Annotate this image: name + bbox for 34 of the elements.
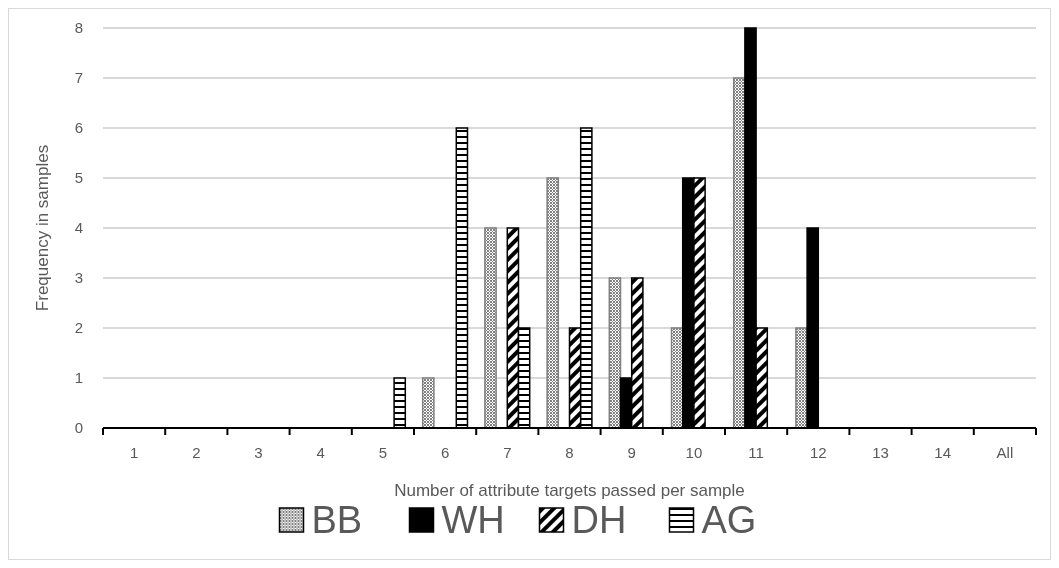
x-tick-label: 3 [254, 444, 263, 461]
legend-label: AG [701, 499, 757, 542]
x-tick-label: 1 [129, 444, 139, 461]
y-axis-title: Frequency in samples [33, 144, 52, 312]
x-tick-label: 12 [809, 444, 827, 461]
bar [546, 177, 560, 429]
x-tick-label: 6 [440, 444, 450, 461]
y-tick-label: 0 [74, 419, 83, 437]
x-tick-label: 9 [627, 444, 636, 461]
x-tick-label: 7 [503, 444, 512, 461]
x-tick-label: 13 [872, 444, 889, 461]
y-tick-label: 1 [74, 369, 83, 387]
y-tick-label: 8 [74, 19, 83, 37]
bar [608, 277, 622, 429]
y-tick-label: 4 [74, 219, 83, 237]
y-tick-label: 6 [74, 119, 83, 137]
x-tick-label: 11 [748, 444, 764, 461]
y-tick-label: 3 [74, 269, 83, 287]
y-tick-label: 5 [74, 169, 83, 187]
x-tick-label: 5 [378, 444, 388, 461]
x-axis-title: Number of attribute targets passed per sample [394, 481, 745, 500]
x-tick-label: 4 [316, 444, 325, 461]
legend-label: BB [311, 499, 363, 542]
legend-label: WH [441, 499, 505, 542]
x-tick-label: All [996, 444, 1014, 461]
x-tick-label: 14 [934, 444, 952, 461]
x-tick-label: 8 [565, 444, 574, 461]
y-tick-label: 2 [74, 319, 83, 337]
y-tick-label: 7 [74, 69, 83, 87]
bar [484, 227, 497, 429]
x-tick-label: 10 [685, 444, 703, 461]
x-tick-label: 2 [192, 444, 201, 461]
legend-label: DH [571, 499, 627, 542]
bar [421, 377, 435, 429]
